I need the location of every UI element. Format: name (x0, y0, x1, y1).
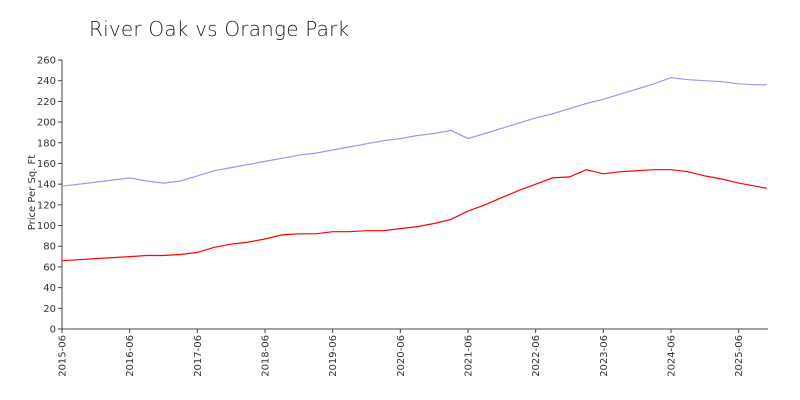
y-tick-label: 240 (37, 76, 56, 87)
y-tick-label: 40 (43, 283, 56, 294)
x-tick-label: 2021-06 (464, 335, 475, 377)
x-tick-label: 2020-06 (396, 335, 407, 377)
x-tick-label: 2017-06 (193, 335, 204, 377)
chart-title: River Oak vs Orange Park (89, 17, 350, 41)
y-tick-label: 20 (43, 304, 56, 315)
y-tick-label: 60 (43, 262, 56, 273)
y-tick-label: 80 (43, 242, 56, 253)
y-tick-label: 180 (37, 138, 56, 149)
y-tick-label: 100 (37, 221, 56, 232)
x-tick-label: 2024-06 (667, 335, 678, 377)
x-tick-label: 2023-06 (599, 335, 610, 377)
x-tick-label: 2018-06 (261, 335, 272, 377)
series-line-2 (61, 169, 768, 262)
series-line-1 (61, 76, 767, 187)
y-tick-label: 140 (37, 180, 56, 191)
y-tick-label: 200 (37, 118, 56, 129)
y-tick-label: 0 (50, 325, 56, 336)
y-tick-label: 120 (37, 200, 56, 211)
y-axis-label: Price Per Sq. Ft (27, 155, 38, 230)
x-tick-label: 2022-06 (531, 335, 542, 377)
y-tick-label: 160 (37, 159, 56, 170)
x-tick-label: 2019-06 (328, 335, 339, 377)
x-tick-label: 2025-06 (734, 335, 745, 377)
y-tick-label: 220 (37, 97, 56, 108)
x-tick-label: 2015-06 (58, 335, 69, 377)
y-tick-label: 260 (37, 56, 56, 67)
x-tick-label: 2016-06 (125, 335, 136, 377)
